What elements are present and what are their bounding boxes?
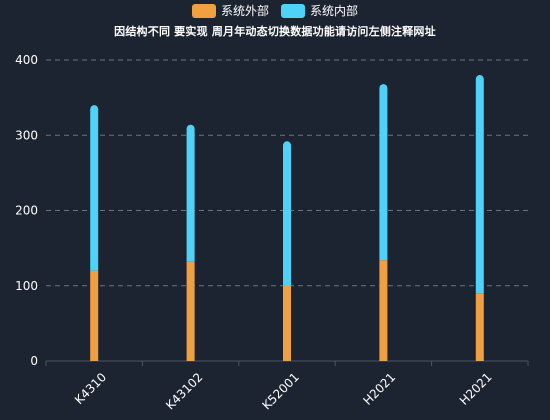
legend-label-external: 系统外部	[220, 4, 269, 18]
bar-internal	[379, 84, 388, 261]
legend-item-internal[interactable]: 系统内部	[281, 4, 358, 18]
bar-external	[379, 260, 388, 361]
bar-external	[90, 270, 99, 361]
bar-internal	[283, 141, 291, 285]
legend-label-internal: 系统内部	[310, 4, 359, 18]
x-tick-label: K43102	[163, 370, 205, 412]
chart-title: 因结构不同 要实现 周月年动态切换数据功能请访问左侧注释网址	[114, 25, 436, 38]
legend-swatch-external	[191, 4, 216, 18]
bar-external	[186, 261, 195, 361]
bar-external	[475, 293, 484, 361]
bar-internal	[475, 75, 484, 294]
legend-swatch-internal	[281, 4, 305, 18]
y-tick-label: 100	[15, 279, 38, 293]
x-tick-label: H2021	[457, 370, 495, 408]
bar-internal	[90, 105, 99, 271]
y-tick-label: 400	[15, 53, 38, 67]
y-tick-label: 300	[15, 128, 38, 142]
bar-external	[283, 284, 291, 361]
x-tick-label: H2021	[360, 370, 398, 408]
x-tick-label: K52001	[259, 370, 301, 412]
y-tick-label: 200	[15, 204, 38, 218]
bar-internal	[186, 124, 195, 262]
legend-item-external[interactable]: 系统外部	[191, 4, 269, 18]
y-tick-label: 0	[30, 354, 38, 368]
legend: 系统外部 系统内部	[0, 4, 550, 18]
x-tick-label: K4310	[72, 370, 109, 407]
